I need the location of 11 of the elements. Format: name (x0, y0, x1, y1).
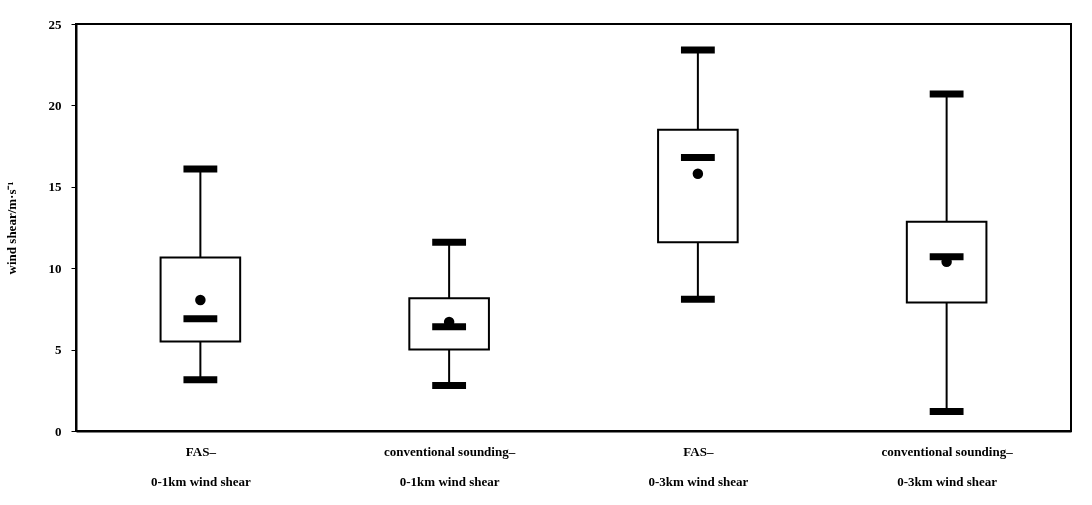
x-tick-label: conventional sounding– 0-1km wind shear (384, 443, 516, 489)
y-tick-label: 25 (48, 16, 62, 32)
y-tick-label: 5 (55, 342, 62, 358)
x-tick-label: FAS– 0-1km wind shear (151, 443, 251, 489)
x-tick-label: FAS– 0-3km wind shear (648, 443, 749, 489)
y-axis-title: wind shear/m·s⁻¹ (3, 181, 19, 275)
x-tick-label: conventional sounding– 0-3km wind shear (881, 443, 1014, 489)
y-tick-label: 20 (48, 97, 62, 113)
y-tick-label: 10 (48, 260, 62, 276)
y-tick-label: 0 (55, 423, 62, 439)
y-tick-label: 15 (48, 179, 62, 195)
